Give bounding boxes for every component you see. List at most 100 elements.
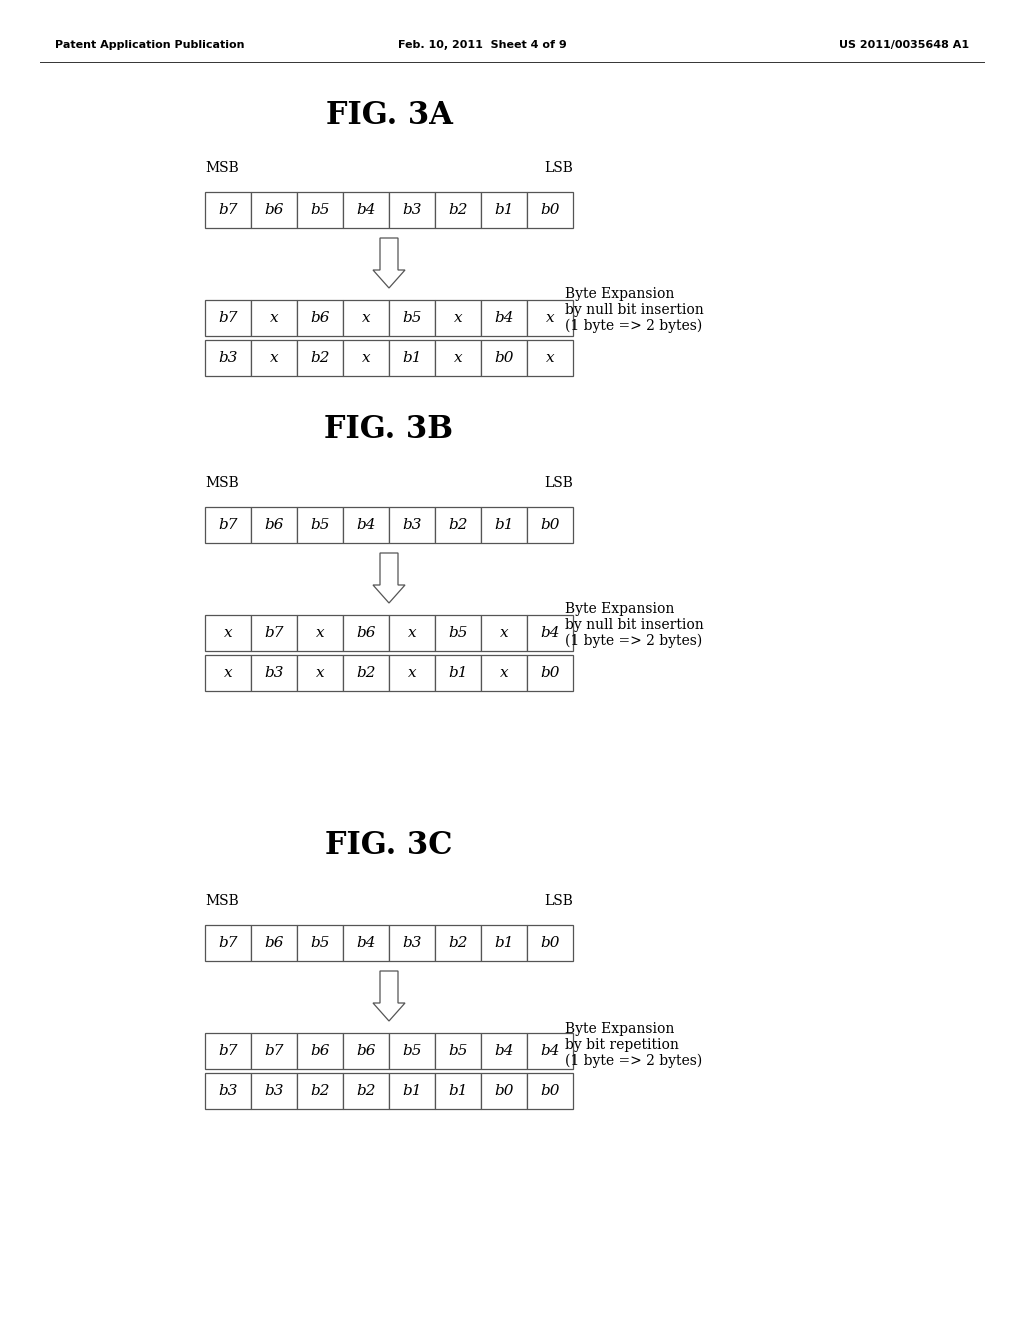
Text: by null bit insertion: by null bit insertion — [565, 304, 703, 317]
Bar — [205, 300, 251, 337]
Text: Byte Expansion: Byte Expansion — [565, 602, 675, 616]
Bar — [527, 1034, 573, 1069]
Bar — [389, 655, 435, 690]
Bar — [481, 1073, 527, 1109]
Bar — [297, 615, 343, 651]
Text: x: x — [454, 351, 462, 366]
Text: x: x — [315, 667, 325, 680]
Bar — [435, 341, 481, 376]
Text: b3: b3 — [264, 1084, 284, 1098]
Polygon shape — [373, 238, 406, 288]
Text: b6: b6 — [264, 936, 284, 950]
Text: b0: b0 — [541, 203, 560, 216]
Text: b5: b5 — [310, 517, 330, 532]
Text: x: x — [223, 626, 232, 640]
Text: b1: b1 — [495, 936, 514, 950]
Bar — [481, 615, 527, 651]
Bar — [343, 615, 389, 651]
Bar — [527, 341, 573, 376]
Bar — [343, 1073, 389, 1109]
Text: x: x — [454, 312, 462, 325]
Bar — [481, 655, 527, 690]
Bar — [435, 507, 481, 543]
Bar — [527, 300, 573, 337]
Text: x: x — [269, 312, 279, 325]
Text: Patent Application Publication: Patent Application Publication — [55, 40, 245, 50]
Text: b4: b4 — [356, 936, 376, 950]
Text: MSB: MSB — [205, 161, 239, 176]
Bar — [205, 191, 251, 228]
Text: b5: b5 — [402, 1044, 422, 1059]
Bar — [435, 615, 481, 651]
Bar — [297, 507, 343, 543]
Bar — [205, 341, 251, 376]
Text: b0: b0 — [541, 936, 560, 950]
Bar — [343, 341, 389, 376]
Text: by bit repetition: by bit repetition — [565, 1038, 679, 1052]
Bar — [297, 925, 343, 961]
Bar — [297, 1073, 343, 1109]
Text: Byte Expansion: Byte Expansion — [565, 1022, 675, 1036]
Bar — [389, 925, 435, 961]
Text: x: x — [361, 351, 371, 366]
Text: b1: b1 — [402, 1084, 422, 1098]
Bar — [527, 925, 573, 961]
Bar — [251, 341, 297, 376]
Text: b7: b7 — [218, 936, 238, 950]
Bar — [481, 1034, 527, 1069]
Bar — [251, 300, 297, 337]
Bar — [389, 341, 435, 376]
Bar — [481, 925, 527, 961]
Text: x: x — [223, 667, 232, 680]
Text: LSB: LSB — [544, 894, 573, 908]
Text: b5: b5 — [310, 203, 330, 216]
Text: x: x — [408, 626, 417, 640]
Text: b4: b4 — [356, 203, 376, 216]
Text: b2: b2 — [356, 667, 376, 680]
Polygon shape — [373, 553, 406, 603]
Text: b6: b6 — [356, 1044, 376, 1059]
Bar — [481, 341, 527, 376]
Text: b4: b4 — [541, 1044, 560, 1059]
Text: b1: b1 — [449, 667, 468, 680]
Text: US 2011/0035648 A1: US 2011/0035648 A1 — [839, 40, 969, 50]
Bar — [527, 1073, 573, 1109]
Text: b0: b0 — [495, 1084, 514, 1098]
Bar — [389, 1073, 435, 1109]
Bar — [205, 1073, 251, 1109]
Text: b1: b1 — [402, 351, 422, 366]
Bar — [435, 1034, 481, 1069]
Text: b6: b6 — [264, 517, 284, 532]
Bar — [251, 615, 297, 651]
Text: b0: b0 — [541, 667, 560, 680]
Text: (1 byte => 2 bytes): (1 byte => 2 bytes) — [565, 1053, 702, 1068]
Text: (1 byte => 2 bytes): (1 byte => 2 bytes) — [565, 634, 702, 648]
Text: b7: b7 — [264, 1044, 284, 1059]
Text: b4: b4 — [356, 517, 376, 532]
Text: b7: b7 — [218, 517, 238, 532]
Text: b2: b2 — [356, 1084, 376, 1098]
Bar — [251, 1073, 297, 1109]
Text: b3: b3 — [264, 667, 284, 680]
Bar — [343, 655, 389, 690]
Text: b0: b0 — [541, 517, 560, 532]
Bar — [389, 615, 435, 651]
Bar — [297, 300, 343, 337]
Text: x: x — [500, 626, 508, 640]
Text: b3: b3 — [402, 203, 422, 216]
Text: b0: b0 — [495, 351, 514, 366]
Text: b2: b2 — [310, 1084, 330, 1098]
Text: LSB: LSB — [544, 161, 573, 176]
Bar — [297, 1034, 343, 1069]
Bar — [205, 1034, 251, 1069]
Text: b5: b5 — [310, 936, 330, 950]
Bar — [435, 655, 481, 690]
Text: Feb. 10, 2011  Sheet 4 of 9: Feb. 10, 2011 Sheet 4 of 9 — [397, 40, 566, 50]
Text: b1: b1 — [495, 517, 514, 532]
Bar — [297, 191, 343, 228]
Bar — [527, 191, 573, 228]
Text: b2: b2 — [449, 203, 468, 216]
Text: FIG. 3B: FIG. 3B — [325, 414, 454, 446]
Text: b4: b4 — [541, 626, 560, 640]
Bar — [205, 507, 251, 543]
